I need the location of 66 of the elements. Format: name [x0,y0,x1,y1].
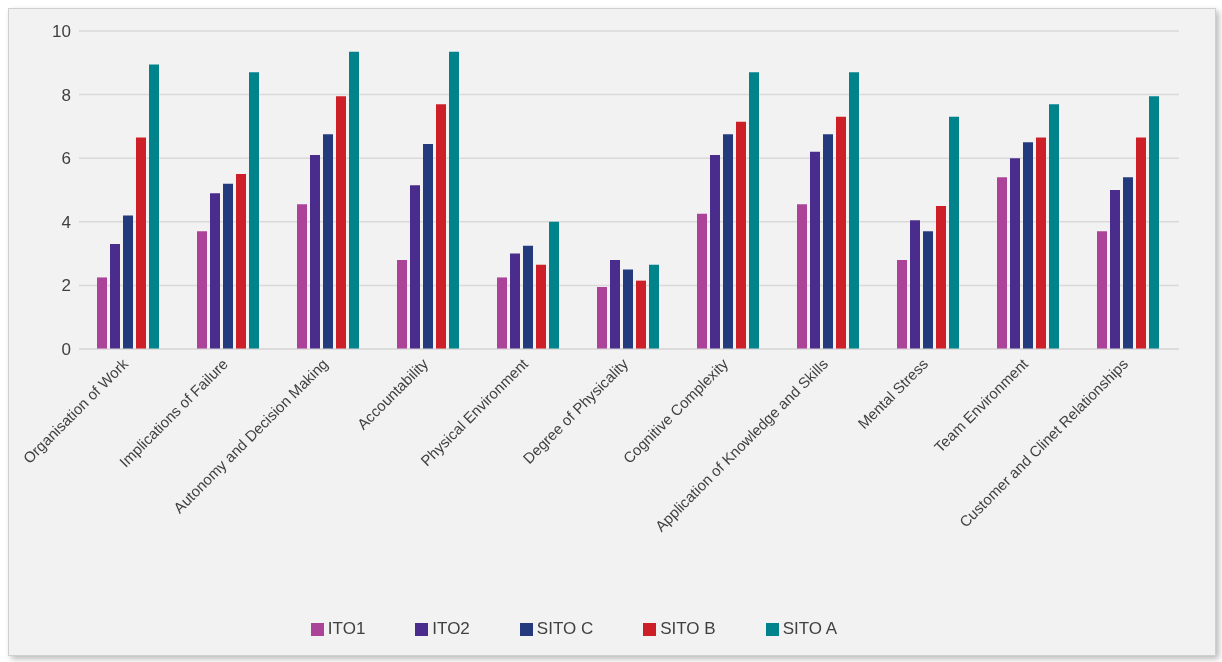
bar [510,253,520,349]
bar [549,221,559,349]
bar [836,116,846,349]
bar [436,104,446,349]
y-tick-label: 4 [61,212,71,232]
bar [349,51,359,349]
bar [197,231,207,349]
y-tick-label: 8 [61,85,71,105]
bar [723,134,733,349]
bar [497,277,507,349]
bar [710,155,720,349]
bar [223,183,233,349]
bar [97,277,107,349]
y-tick-label: 0 [61,340,71,360]
bar [249,72,259,349]
bar [336,96,346,349]
bar [1023,142,1033,349]
bar [449,51,459,349]
bar [923,231,933,349]
bar [110,244,120,349]
bar [997,177,1007,349]
bar [797,204,807,349]
bar [149,64,159,349]
bar [749,72,759,349]
legend-label: SITO A [782,619,838,638]
bar [123,215,133,349]
bar [1036,137,1046,349]
bar [310,155,320,349]
bar [1049,104,1059,349]
bar [697,213,707,349]
bar [823,134,833,349]
bar [949,116,959,349]
bar [736,121,746,349]
bar [910,220,920,349]
legend-label: SITO B [660,619,716,638]
bar [1123,177,1133,349]
bar [623,269,633,349]
bar [423,143,433,349]
bar [849,72,859,349]
bar [297,204,307,349]
bar [136,137,146,349]
bar [636,280,646,349]
bar [1010,158,1020,349]
bar [897,259,907,349]
bar [610,259,620,349]
y-tick-label: 2 [61,276,71,296]
bar [810,151,820,349]
bar [936,205,946,349]
y-tick-label: 6 [61,149,71,169]
bar [597,286,607,349]
bar [1136,137,1146,349]
bar [323,134,333,349]
bar [410,185,420,349]
y-tick-label: 10 [52,22,71,42]
bar [236,174,246,349]
legend-label: ITO2 [432,619,470,638]
bar [210,193,220,349]
bar [397,259,407,349]
bar [649,264,659,349]
legend-label: SITO C [536,619,594,638]
bar [523,245,533,349]
bar [1110,190,1120,349]
bar [536,264,546,349]
bar [1149,96,1159,349]
legend-label: ITO1 [327,619,366,638]
bar [1097,231,1107,349]
